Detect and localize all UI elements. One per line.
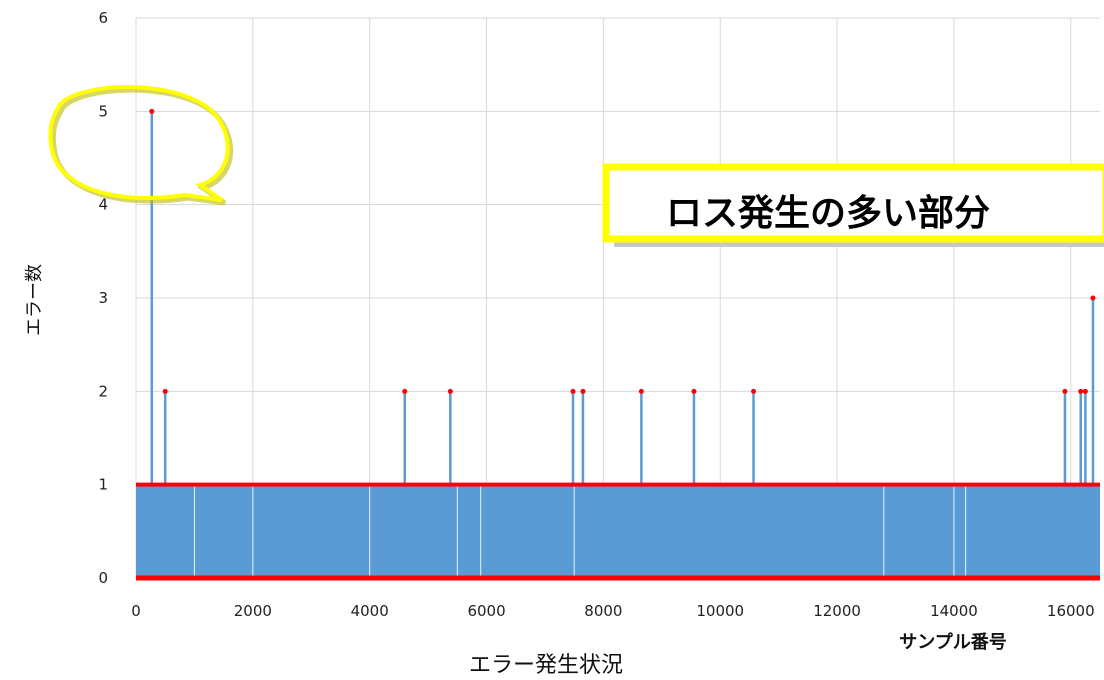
peak-marker — [162, 388, 168, 394]
x-tick-label: 8000 — [584, 602, 622, 620]
x-tick-label: 0 — [131, 602, 141, 620]
markers — [136, 108, 1100, 581]
y-tick-label: 6 — [98, 9, 108, 27]
peak-marker — [447, 388, 453, 394]
y-tick-label: 3 — [98, 289, 108, 307]
baseline-band — [136, 484, 1100, 578]
y-axis-title: エラー数 — [24, 264, 45, 336]
peak-marker — [580, 388, 586, 394]
y-tick-label: 5 — [98, 102, 108, 120]
x-unit-label: サンプル番号 — [899, 631, 1006, 653]
peak-marker — [751, 388, 757, 394]
x-tick-label: 14000 — [930, 602, 978, 620]
peak-marker — [570, 388, 576, 394]
callout-text: ロス発生の多い部分 — [666, 193, 990, 234]
peak-lines — [150, 111, 1095, 485]
peak-marker — [149, 108, 155, 114]
peak-marker — [1062, 388, 1068, 394]
callout-box: ロス発生の多い部分 — [602, 163, 1104, 247]
tick-labels: 0 1 2 3 4 5 6 0 2000 4000 6000 8000 10000 12000 14000 1… — [98, 9, 1094, 620]
y-tick-label: 2 — [98, 382, 108, 400]
x-tick-label: 10000 — [696, 602, 744, 620]
y-tick-label: 1 — [98, 476, 108, 494]
x-tick-label: 16000 — [1047, 602, 1095, 620]
peak-marker — [1078, 388, 1084, 394]
peak-marker — [1082, 388, 1088, 394]
x-tick-label: 12000 — [813, 602, 861, 620]
x-tick-label: 2000 — [234, 602, 272, 620]
baseline-fill — [136, 484, 1100, 578]
peak-marker — [1090, 295, 1096, 301]
peak-marker — [402, 388, 408, 394]
peak-marker — [691, 388, 697, 394]
x-axis-title: エラー発生状況 — [469, 653, 623, 678]
y-tick-label: 4 — [98, 196, 108, 214]
x-tick-label: 4000 — [351, 602, 389, 620]
x-tick-label: 6000 — [467, 602, 505, 620]
y-tick-label: 0 — [98, 569, 108, 587]
peak-marker — [638, 388, 644, 394]
highlight-bubble — [48, 85, 234, 206]
